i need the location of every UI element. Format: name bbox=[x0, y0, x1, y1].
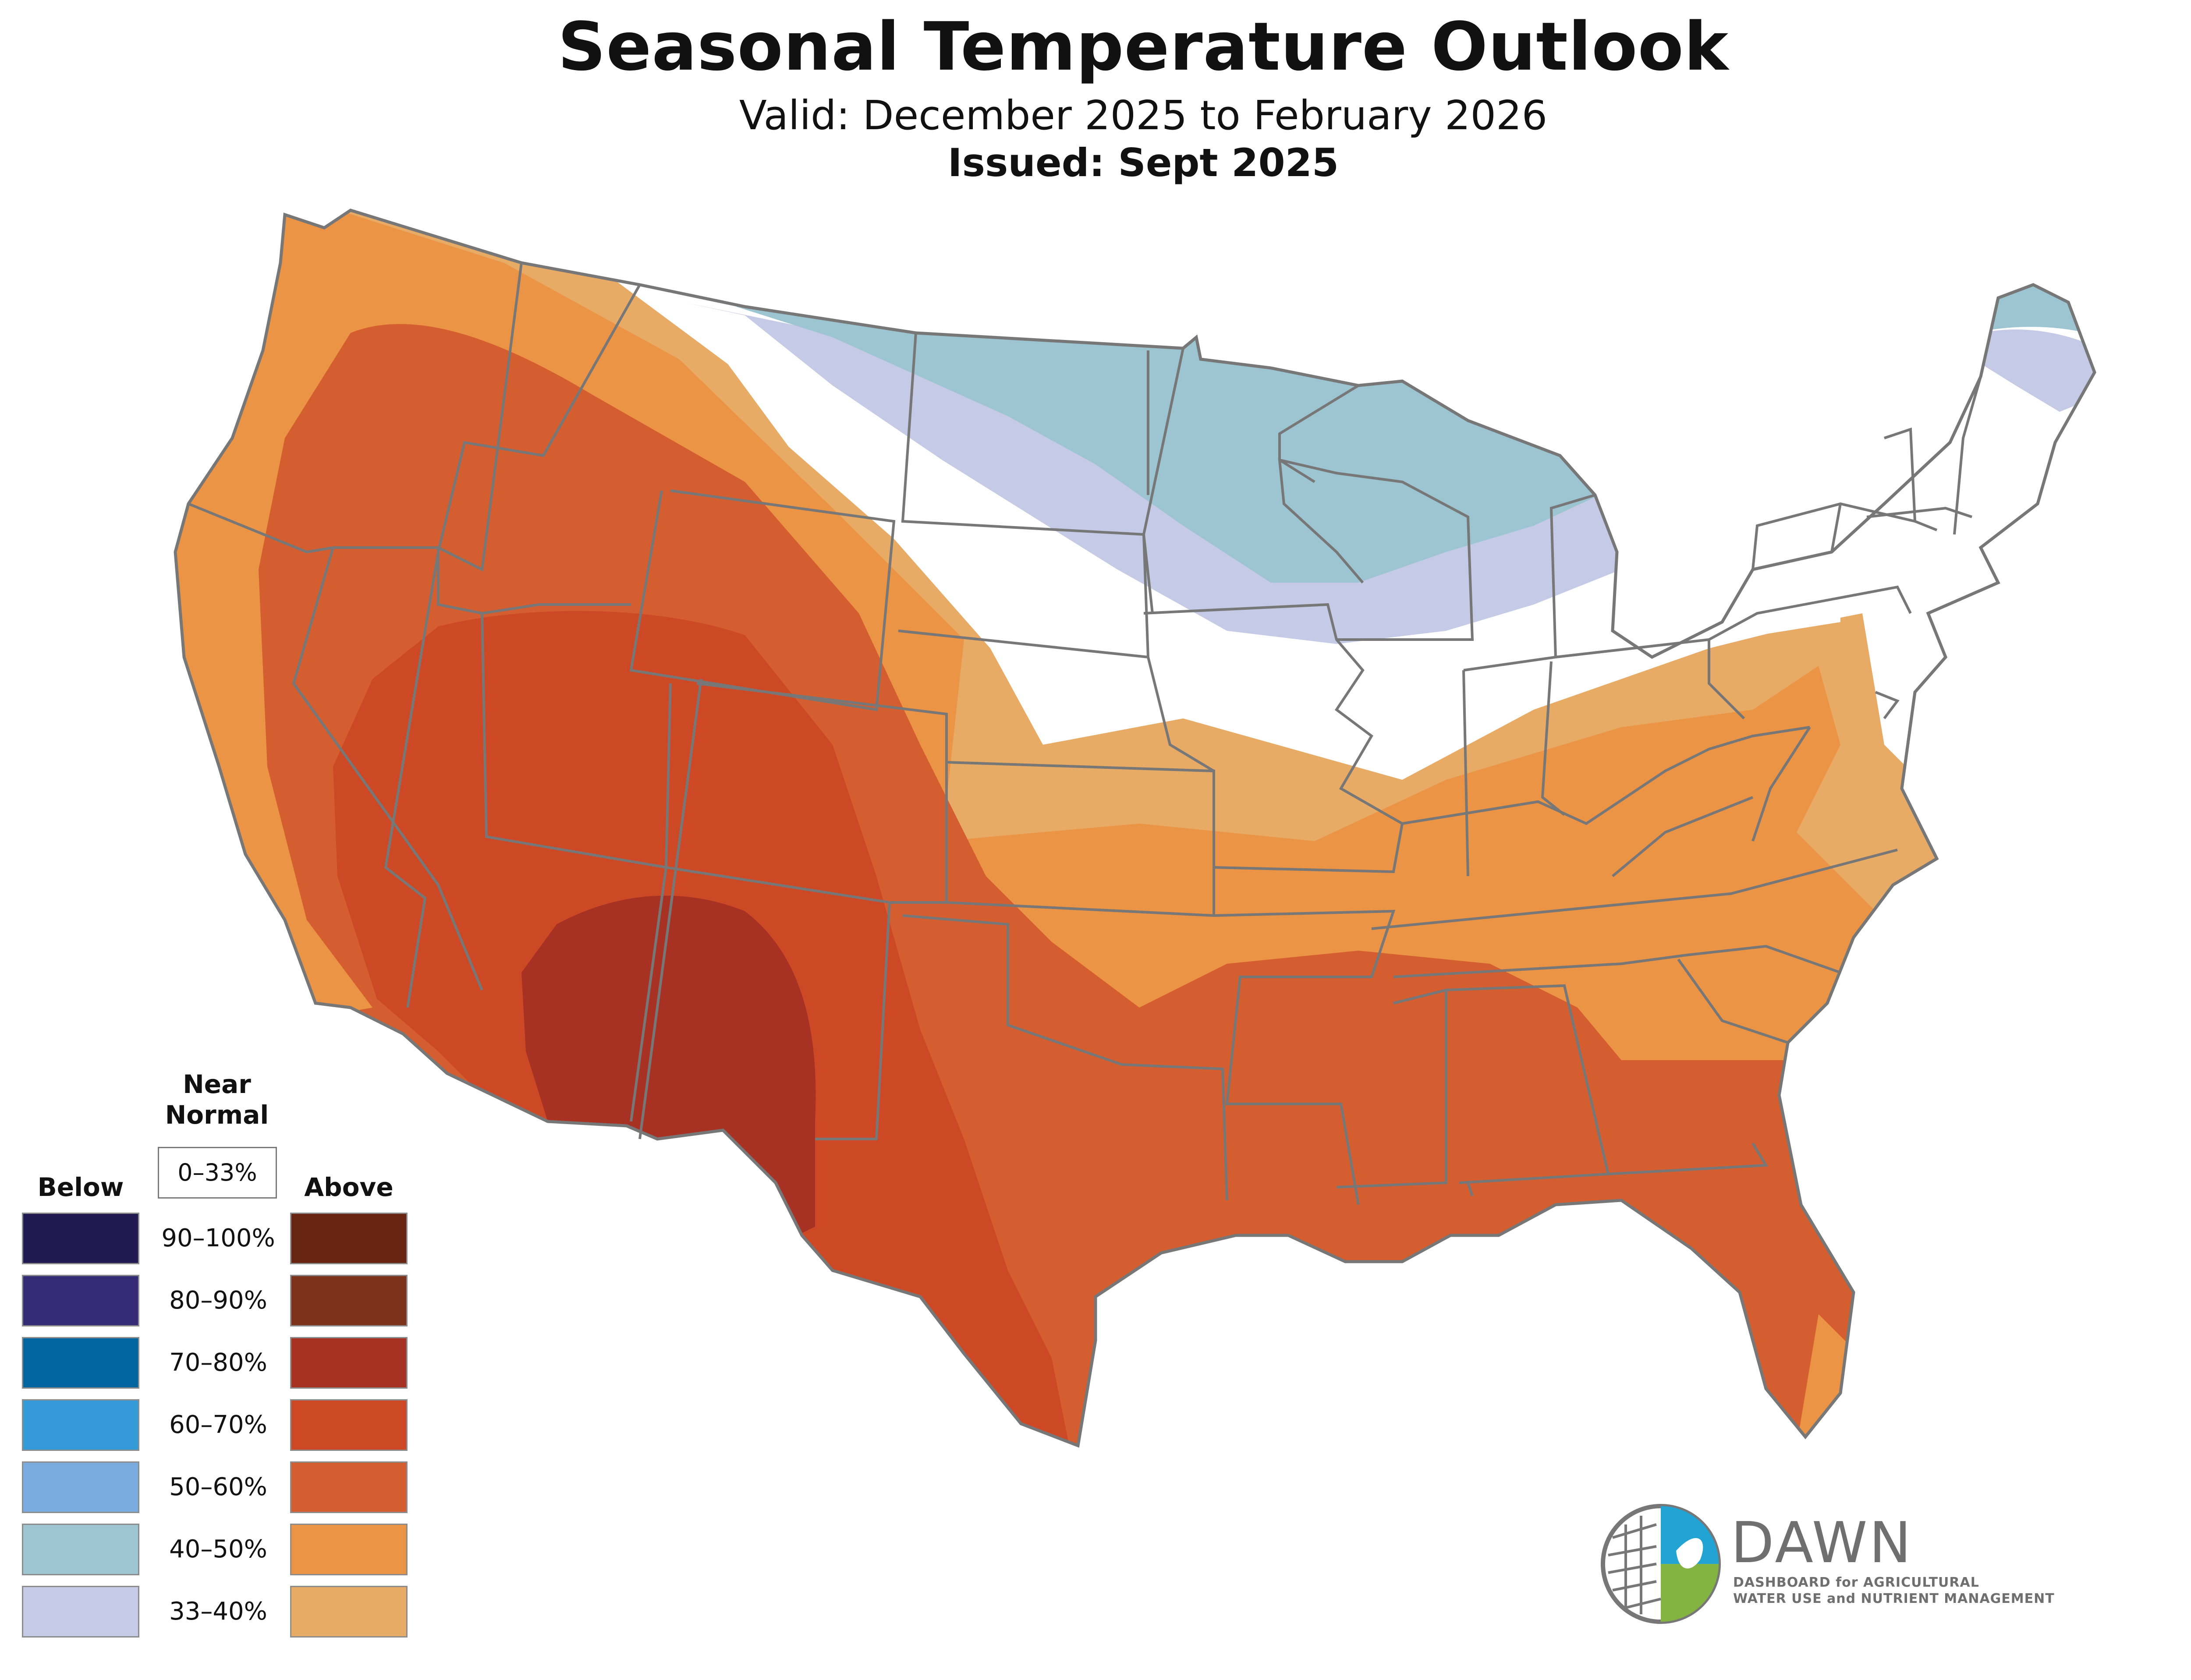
near-normal-range: 0–33% bbox=[158, 1147, 277, 1199]
probability-shading bbox=[175, 210, 2095, 1446]
above-70-80-area bbox=[521, 895, 816, 1240]
map-title: Seasonal Temperature Outlook bbox=[557, 8, 1729, 85]
near-normal-header: Near Normal bbox=[165, 1069, 269, 1130]
logo-drop-shape bbox=[1676, 1538, 1703, 1569]
dawn-logo-text: DAWN bbox=[1731, 1510, 1913, 1576]
above-swatch-1 bbox=[290, 1275, 408, 1326]
below-40-50-area bbox=[736, 272, 2095, 583]
above-60-70-area bbox=[333, 611, 1424, 1446]
above-swatch-5 bbox=[290, 1524, 408, 1575]
legend-range-label: 70–80% bbox=[169, 1348, 267, 1377]
above-swatch-2 bbox=[290, 1337, 408, 1389]
legend-range-label: 60–70% bbox=[169, 1411, 267, 1439]
legend-range-label: 80–90% bbox=[169, 1286, 267, 1315]
state-borders bbox=[175, 210, 2095, 1446]
below-33-40-area bbox=[684, 302, 2095, 644]
issued-date: Issued: Sept 2025 bbox=[947, 140, 1339, 185]
below-swatch-1 bbox=[22, 1275, 139, 1326]
above-swatch-6 bbox=[290, 1586, 408, 1638]
logo-leaf bbox=[1661, 1564, 1719, 1622]
legend-range-label: 33–40% bbox=[169, 1597, 267, 1626]
dawn-tagline-1: DASHBOARD for AGRICULTURAL bbox=[1733, 1575, 1979, 1590]
dawn-logo bbox=[1601, 1504, 1721, 1624]
logo-water-drop bbox=[1661, 1506, 1719, 1564]
below-swatch-4 bbox=[22, 1461, 139, 1513]
legend-range-label: 90–100% bbox=[161, 1224, 275, 1252]
above-swatch-3 bbox=[290, 1399, 408, 1451]
logo-field-grid bbox=[1608, 1516, 1661, 1614]
above-swatch-4 bbox=[290, 1461, 408, 1513]
below-swatch-0 bbox=[22, 1213, 139, 1264]
below-header: Below bbox=[37, 1172, 124, 1202]
below-swatch-5 bbox=[22, 1524, 139, 1575]
below-swatch-6 bbox=[22, 1586, 139, 1638]
above-header: Above bbox=[304, 1172, 394, 1202]
legend-range-label: 40–50% bbox=[169, 1535, 267, 1563]
legend-range-label: 50–60% bbox=[169, 1473, 267, 1501]
dawn-tagline-2: WATER USE and NUTRIENT MANAGEMENT bbox=[1733, 1591, 2055, 1606]
below-swatch-2 bbox=[22, 1337, 139, 1389]
valid-period: Valid: December 2025 to February 2026 bbox=[739, 92, 1548, 139]
above-swatch-0 bbox=[290, 1213, 408, 1264]
below-swatch-3 bbox=[22, 1399, 139, 1451]
